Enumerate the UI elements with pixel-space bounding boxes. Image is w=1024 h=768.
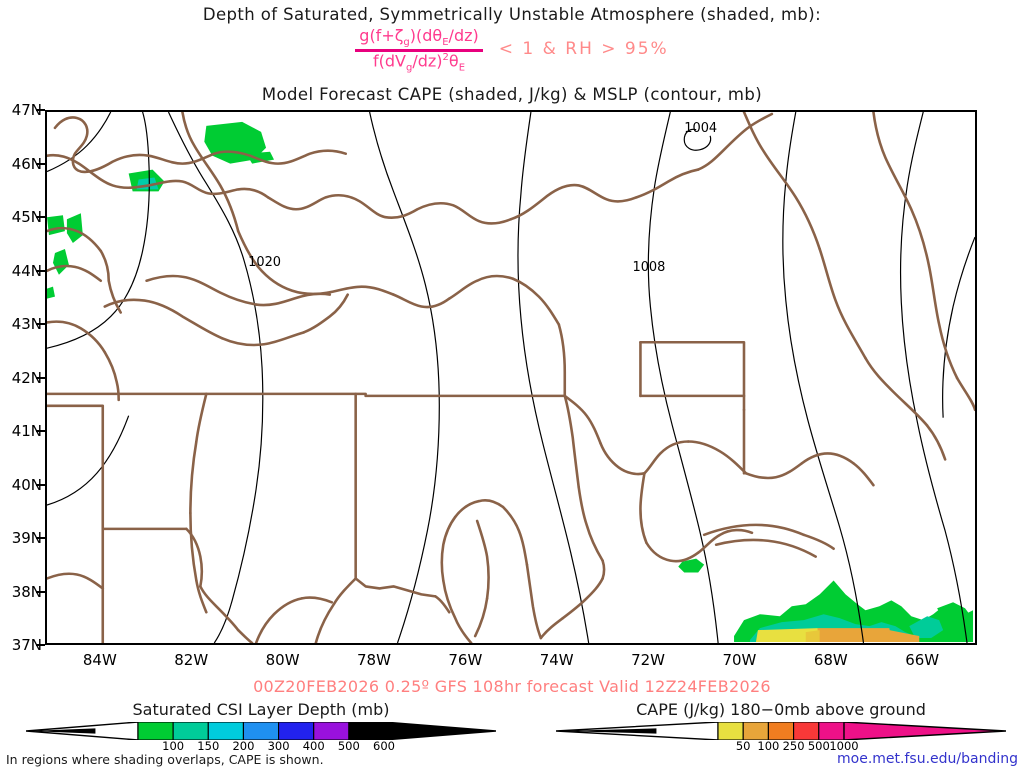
colorbar-segment [242,722,280,740]
colorbar-segment [742,722,769,740]
lat-tick-42N [36,376,45,379]
colorbar-tick-cape-50: 50 [735,739,751,753]
lon-label-80W: 80W [265,651,300,669]
lon-label-68W: 68W [813,651,848,669]
colorbar-tick-cape-1000: 1000 [829,739,859,753]
lon-label-78W: 78W [356,651,391,669]
colorbar-tick-cape-100: 100 [757,739,780,753]
lat-label-42N: 42N [11,368,42,387]
colorbar-svg-cape [556,722,1006,740]
geographic-boundaries [47,112,975,643]
colorbar-csi[interactable] [26,722,496,740]
colorbar-segment [717,722,744,740]
lon-label-70W: 70W [722,651,757,669]
lat-label-41N: 41N [11,422,42,440]
lat-tick-43N [36,323,45,325]
colorbar-segment [313,722,350,740]
lat-tick-44N [36,269,45,272]
contour-label-1008: 1008 [632,260,665,275]
colorbar-tick-csi-300: 300 [267,739,290,753]
colorbar-segment [348,722,385,740]
lat-label-39N: 39N [11,529,42,547]
lat-tick-47N [36,109,45,111]
colorbar-segment [818,722,845,740]
map-plot-area[interactable]: 1020 1004 1008 [45,110,977,645]
lon-label-72W: 72W [631,651,666,669]
colorbar-tick-csi-200: 200 [232,739,255,753]
map-canvas: 1020 1004 1008 [47,112,975,643]
lon-label-82W: 82W [174,651,209,669]
legend-title-csi: Saturated CSI Layer Depth (mb) [132,700,390,719]
title-block: Depth of Saturated, Symmetrically Unstab… [0,0,1024,104]
title-line-3: Model Forecast CAPE (shaded, J/kg) & MSL… [261,85,763,104]
colorbar-svg-csi [26,722,496,740]
lat-label-38N: 38N [11,582,42,601]
lat-tick-40N [36,483,45,486]
fraction-numerator: g(f+ζg)(dθE/dz) [359,26,479,49]
colorbar-tick-csi-500: 500 [337,739,360,753]
lat-label-40N: 40N [11,475,42,494]
colorbar-tick-csi-150: 150 [197,739,220,753]
lat-label-47N: 47N [11,101,42,119]
formula-row: g(f+ζg)(dθE/dz) f(dVg/dz)2θE < 1 & RH > … [0,26,1024,74]
lat-label-46N: 46N [11,154,42,173]
lat-label-37N: 37N [11,636,42,654]
lat-tick-46N [36,162,45,165]
lat-tick-37N [36,644,45,646]
fraction-denominator: f(dVg/dz)2θE [372,51,466,74]
lat-tick-45N [36,216,45,218]
mslp-contour-lines [47,112,975,643]
lon-label-76W: 76W [448,651,483,669]
criterion-condition: < 1 & RH > 95% [498,39,669,60]
forecast-stamp: 00Z20FEB2026 0.25º GFS 108hr forecast Va… [253,677,771,696]
csi-shaded-regions [47,121,974,643]
colorbar-tick-cape-500: 500 [807,739,830,753]
lat-tick-41N [36,430,45,432]
colorbar-tick-csi-100: 100 [162,739,185,753]
cape-shaded-regions [755,628,920,643]
lat-tick-39N [36,537,45,539]
footer-note: In regions where shading overlaps, CAPE … [6,752,324,767]
colorbar-segment [172,722,209,740]
contour-label-group: 1020 1004 1008 [248,121,717,275]
lat-tick-38N [36,590,45,593]
fraction-bar [355,49,483,53]
contour-label-1004: 1004 [684,121,717,136]
lon-label-66W: 66W [905,651,940,669]
footer-url-link[interactable]: moe.met.fsu.edu/banding [837,751,1018,767]
lon-label-84W: 84W [82,651,117,669]
contour-label-1020: 1020 [248,255,281,270]
csi-criterion-fraction: g(f+ζg)(dθE/dz) f(dVg/dz)2θE [355,26,483,74]
colorbar-cape[interactable] [556,722,1006,740]
colorbar-segment [793,722,820,740]
colorbar-segment [207,722,244,740]
colorbar-segment [278,722,315,740]
colorbar-tick-csi-400: 400 [302,739,325,753]
colorbar-tick-cape-250: 250 [782,739,805,753]
lon-label-74W: 74W [539,651,574,669]
legend-title-cape: CAPE (J/kg) 180−0mb above ground [636,700,926,719]
lat-label-45N: 45N [11,208,42,226]
colorbar-segment [137,722,174,740]
title-line-1: Depth of Saturated, Symmetrically Unstab… [202,5,822,24]
colorbar-tick-csi-600: 600 [373,739,395,753]
lat-label-43N: 43N [11,315,42,333]
lat-label-44N: 44N [11,261,42,280]
colorbar-segment [767,722,795,740]
